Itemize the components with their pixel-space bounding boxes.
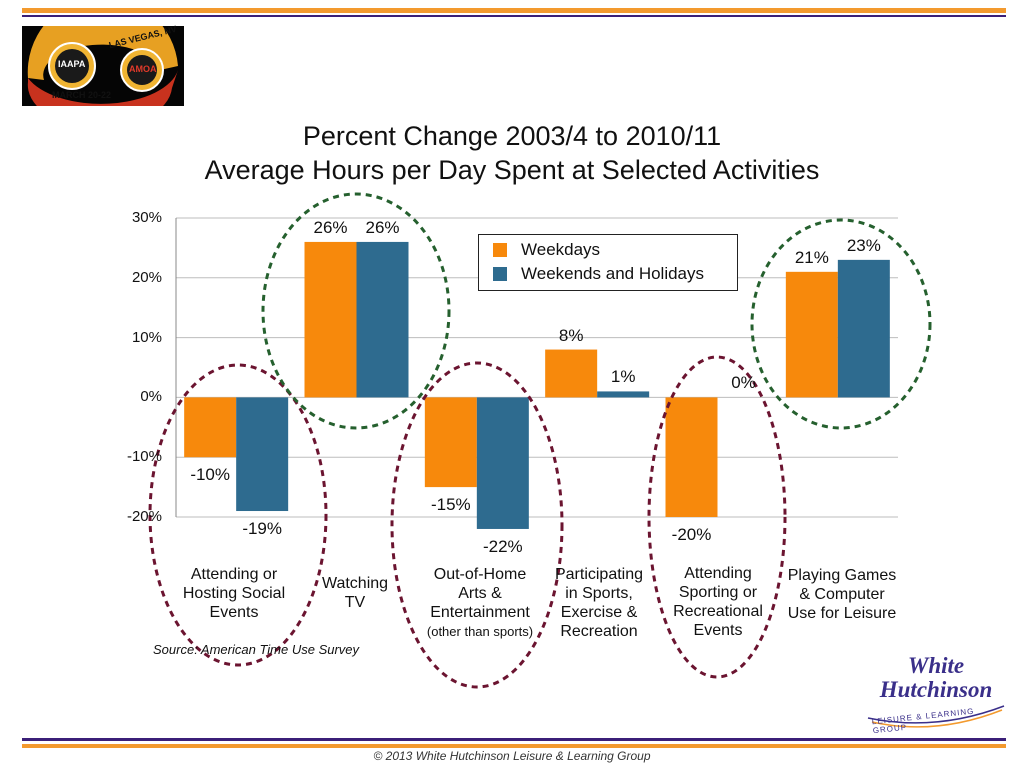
data-label: 0% bbox=[731, 373, 756, 393]
y-tick-label: -20% bbox=[126, 508, 162, 525]
x-category-label: Watching TV bbox=[321, 575, 389, 611]
y-tick-label: 10% bbox=[131, 328, 162, 346]
data-label: -22% bbox=[482, 536, 523, 556]
bar-weekdays bbox=[545, 349, 598, 398]
data-label: 26% bbox=[365, 217, 400, 237]
company-logo-line2: Hutchinson bbox=[879, 677, 993, 702]
data-label: -19% bbox=[242, 519, 282, 539]
data-label: 1% bbox=[610, 367, 636, 387]
y-tick-label: 0% bbox=[140, 388, 162, 406]
x-category-label: Playing Games & Computer Use for Leisure bbox=[787, 567, 897, 622]
bar-weekends bbox=[476, 397, 529, 529]
event-logo: IAAPA AMOA LAS VEGAS, NV MARCH 20-22 bbox=[22, 0, 184, 129]
data-label: -15% bbox=[430, 495, 471, 515]
company-logo: White Hutchinson LEISURE & LEARNING GROU… bbox=[862, 652, 1010, 735]
data-label: -10% bbox=[190, 465, 230, 485]
bar-weekends bbox=[837, 259, 890, 398]
bar-weekdays bbox=[785, 271, 838, 398]
legend-label-weekends: Weekends and Holidays bbox=[521, 264, 705, 283]
y-tick-label: 30% bbox=[131, 209, 162, 226]
seal-text-iaapa: IAAPA bbox=[58, 59, 86, 69]
seal-text-amoa: AMOA bbox=[129, 64, 157, 74]
company-logo-line1: White bbox=[907, 653, 965, 678]
bar-weekdays bbox=[665, 397, 718, 517]
legend-swatch-weekends bbox=[493, 267, 507, 281]
x-category-label: Attending or Hosting Social Events bbox=[182, 566, 286, 621]
x-category-label: Out-of-Home Arts & Entertainment (other tha… bbox=[426, 566, 534, 639]
seal-text-dates: MARCH 20-22 bbox=[52, 90, 112, 100]
legend-swatch-weekdays bbox=[493, 243, 507, 257]
company-logo-swoosh bbox=[867, 705, 1005, 728]
bar-weekends bbox=[236, 397, 289, 512]
x-category-label: Participating in Sports, Exercise & Recreat… bbox=[554, 566, 644, 640]
bar-weekends bbox=[356, 241, 409, 398]
copyright-footer: © 2013 White Hutchinson Leisure & Learni… bbox=[373, 749, 651, 763]
y-tick-label: 20% bbox=[131, 268, 162, 286]
legend-entry-weekends: Weekends and Holidays bbox=[493, 263, 704, 285]
data-label: -20% bbox=[671, 525, 712, 544]
chart-title: Percent Change 2003/4 to 2010/11 bbox=[302, 121, 722, 151]
chart-subtitle: Average Hours per Day Spent at Selected … bbox=[204, 155, 820, 185]
legend-entry-weekdays: Weekdays bbox=[493, 239, 600, 261]
bar-weekdays bbox=[304, 241, 357, 398]
data-label: 23% bbox=[846, 235, 881, 255]
x-category-label: Attending Sporting or Recreational Events bbox=[673, 565, 763, 639]
data-label: 8% bbox=[558, 325, 584, 345]
chart-legend: Weekdays Weekends and Holidays bbox=[478, 234, 738, 291]
bottom-orange-rule bbox=[22, 744, 1006, 748]
data-label: 26% bbox=[313, 217, 348, 237]
top-orange-rule bbox=[22, 8, 1006, 13]
legend-label-weekdays: Weekdays bbox=[521, 240, 601, 259]
bar-weekdays bbox=[184, 397, 237, 458]
bottom-purple-rule bbox=[22, 738, 1006, 741]
bar-weekends bbox=[597, 391, 650, 398]
bar-weekdays bbox=[424, 397, 477, 488]
data-label: 21% bbox=[794, 247, 829, 267]
source-note: Source: American Time Use Survey bbox=[153, 642, 360, 657]
top-purple-rule bbox=[22, 15, 1006, 17]
y-tick-label: -10% bbox=[126, 448, 162, 466]
